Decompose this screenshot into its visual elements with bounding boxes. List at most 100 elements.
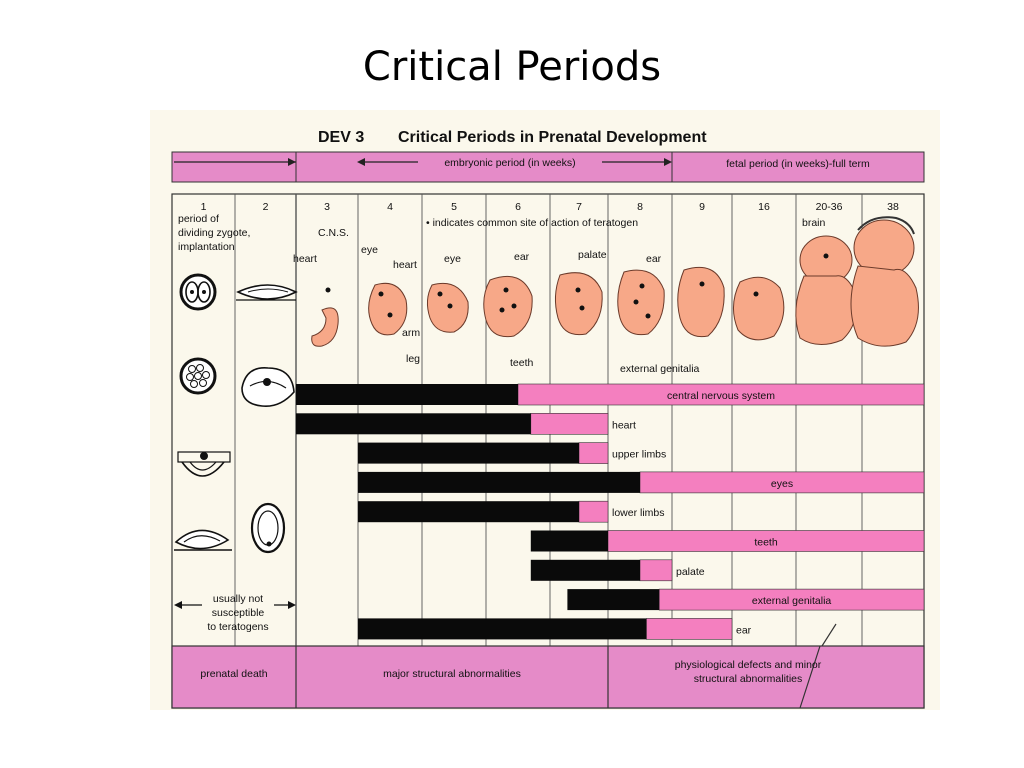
organ-row-eyes: eyes <box>358 471 925 494</box>
label-eye-week4: eye <box>361 244 378 256</box>
highly-sensitive-bar-lower-limbs <box>358 501 579 523</box>
embryo-week4-icon <box>368 282 408 336</box>
week-label-1: 1 <box>201 201 207 213</box>
label-cns: C.N.S. <box>318 227 349 239</box>
label-ear-week6: ear <box>514 251 530 263</box>
period1-line1: period of <box>178 213 219 225</box>
organ-row-central-nervous-system: central nervous system <box>296 383 925 406</box>
highly-sensitive-bar-heart <box>296 413 531 435</box>
not-susceptible-line1: usually not <box>213 593 263 605</box>
week-label-7: 7 <box>576 201 582 213</box>
fetus-week38-icon <box>850 216 919 347</box>
outcome-band: prenatal death major structural abnormal… <box>171 623 925 709</box>
week-label-38: 38 <box>887 201 899 213</box>
implantation-site-icon-2 <box>241 367 295 408</box>
embryo-week8-icon <box>617 269 665 336</box>
label-ear-week8: ear <box>646 253 662 265</box>
week-label-3: 3 <box>324 201 330 213</box>
organ-label-external-genitalia: external genitalia <box>752 595 832 607</box>
period1-line3: implantation <box>178 241 235 253</box>
highly-sensitive-bar-ear <box>358 618 647 640</box>
two-cell-zygote-icon <box>179 273 217 311</box>
slide-title: Critical Periods <box>362 44 662 90</box>
not-susceptible-line3: to teratogens <box>207 621 268 633</box>
label-heart-week4: heart <box>393 259 417 271</box>
label-teeth: teeth <box>510 357 534 369</box>
not-susceptible-note: usually not susceptible to teratogens <box>174 593 296 633</box>
organ-label-eyes: eyes <box>771 478 793 490</box>
chorionic-sac-icon <box>250 502 286 554</box>
week-label-6: 6 <box>515 201 521 213</box>
stage-labels: C.N.S. heart eye heart eye arm leg ear t… <box>293 217 826 375</box>
less-sensitive-bar-lower-limbs <box>578 500 609 523</box>
organ-row-upper-limbs: upper limbs <box>358 442 666 464</box>
organ-row-teeth: teeth <box>530 530 925 552</box>
highly-sensitive-bar-central-nervous-system <box>296 384 518 405</box>
critical-periods-diagram: DEV 3 Critical Periods in Prenatal Devel… <box>150 110 940 710</box>
fetus-week20-36-icon <box>795 235 857 345</box>
week-label-8: 8 <box>637 201 643 213</box>
less-sensitive-bar-heart <box>530 412 609 435</box>
label-brain: brain <box>802 217 826 229</box>
highly-sensitive-bar-external-genitalia <box>567 589 660 611</box>
implantation-site-icon-1 <box>236 284 298 301</box>
label-heart-week3: heart <box>293 253 317 265</box>
outcome-major-abnormalities: major structural abnormalities <box>383 668 521 680</box>
label-palate: palate <box>578 249 607 261</box>
diagram-heading: Critical Periods in Prenatal Development <box>398 129 707 146</box>
highly-sensitive-bar-upper-limbs <box>358 442 579 464</box>
organ-label-teeth: teeth <box>754 537 778 549</box>
week-label-20-36: 20-36 <box>816 201 843 213</box>
week-label-4: 4 <box>387 201 393 213</box>
organ-critical-period-bars: central nervous system heart upper limbs ey… <box>296 383 925 640</box>
organ-label-palate: palate <box>676 566 705 578</box>
teratogen-site-note: • indicates common site of action of ter… <box>426 217 638 229</box>
morula-icon <box>179 357 217 395</box>
organ-label-heart: heart <box>612 419 636 431</box>
organ-row-heart: heart <box>296 412 636 435</box>
zygote-illustrations <box>174 273 298 554</box>
organ-label-ear: ear <box>736 624 752 636</box>
less-sensitive-bar-upper-limbs <box>578 442 609 464</box>
week-label-9: 9 <box>699 201 705 213</box>
week-label-5: 5 <box>451 201 457 213</box>
highly-sensitive-bar-eyes <box>358 471 640 493</box>
week-label-2: 2 <box>263 201 269 213</box>
outcome-physiological-line2: structural abnormalities <box>694 673 803 685</box>
embryo-week5-icon <box>426 282 469 333</box>
organ-row-external-genitalia: external genitalia <box>567 588 925 611</box>
outcome-physiological-line1: physiological defects and minor <box>675 659 822 671</box>
organ-row-palate: palate <box>530 559 705 582</box>
week-labels: 1 2 3 4 5 6 7 8 9 16 20-36 38 <box>201 201 899 213</box>
organ-label-upper-limbs: upper limbs <box>612 449 666 461</box>
implanted-embryo-icon <box>174 529 232 551</box>
label-eye-week5: eye <box>444 253 461 265</box>
outcome-prenatal-death: prenatal death <box>200 668 267 680</box>
diagram-code: DEV 3 <box>318 129 364 146</box>
not-susceptible-line2: susceptible <box>212 607 265 619</box>
week-label-16: 16 <box>758 201 770 213</box>
label-external-genitalia: external genitalia <box>620 363 700 375</box>
organ-row-ear: ear <box>358 618 752 640</box>
highly-sensitive-bar-palate <box>530 559 640 581</box>
less-sensitive-bar-ear <box>646 618 733 640</box>
fetus-week16-icon <box>733 276 785 341</box>
highly-sensitive-bar-teeth <box>530 530 608 552</box>
period1-line2: dividing zygote, <box>178 227 250 239</box>
fetal-period-label: fetal period (in weeks)-full term <box>726 158 870 170</box>
embryo-illustrations <box>311 216 919 347</box>
embryonic-period-label: embryonic period (in weeks) <box>444 157 575 169</box>
embryo-week7-icon <box>554 272 603 336</box>
organ-row-lower-limbs: lower limbs <box>358 500 665 523</box>
diagram-canvas: DEV 3 Critical Periods in Prenatal Devel… <box>171 129 925 709</box>
embryo-week3-icon <box>311 287 339 347</box>
organ-label-central-nervous-system: central nervous system <box>667 390 775 402</box>
fetus-week9-icon <box>677 266 725 338</box>
label-leg: leg <box>406 353 420 365</box>
embryo-week6-icon <box>483 276 533 338</box>
period-band: embryonic period (in weeks) fetal period… <box>171 151 925 183</box>
organ-label-lower-limbs: lower limbs <box>612 507 665 519</box>
less-sensitive-bar-palate <box>639 559 673 582</box>
blastocyst-implanting-icon <box>177 451 231 477</box>
label-arm: arm <box>402 327 420 339</box>
